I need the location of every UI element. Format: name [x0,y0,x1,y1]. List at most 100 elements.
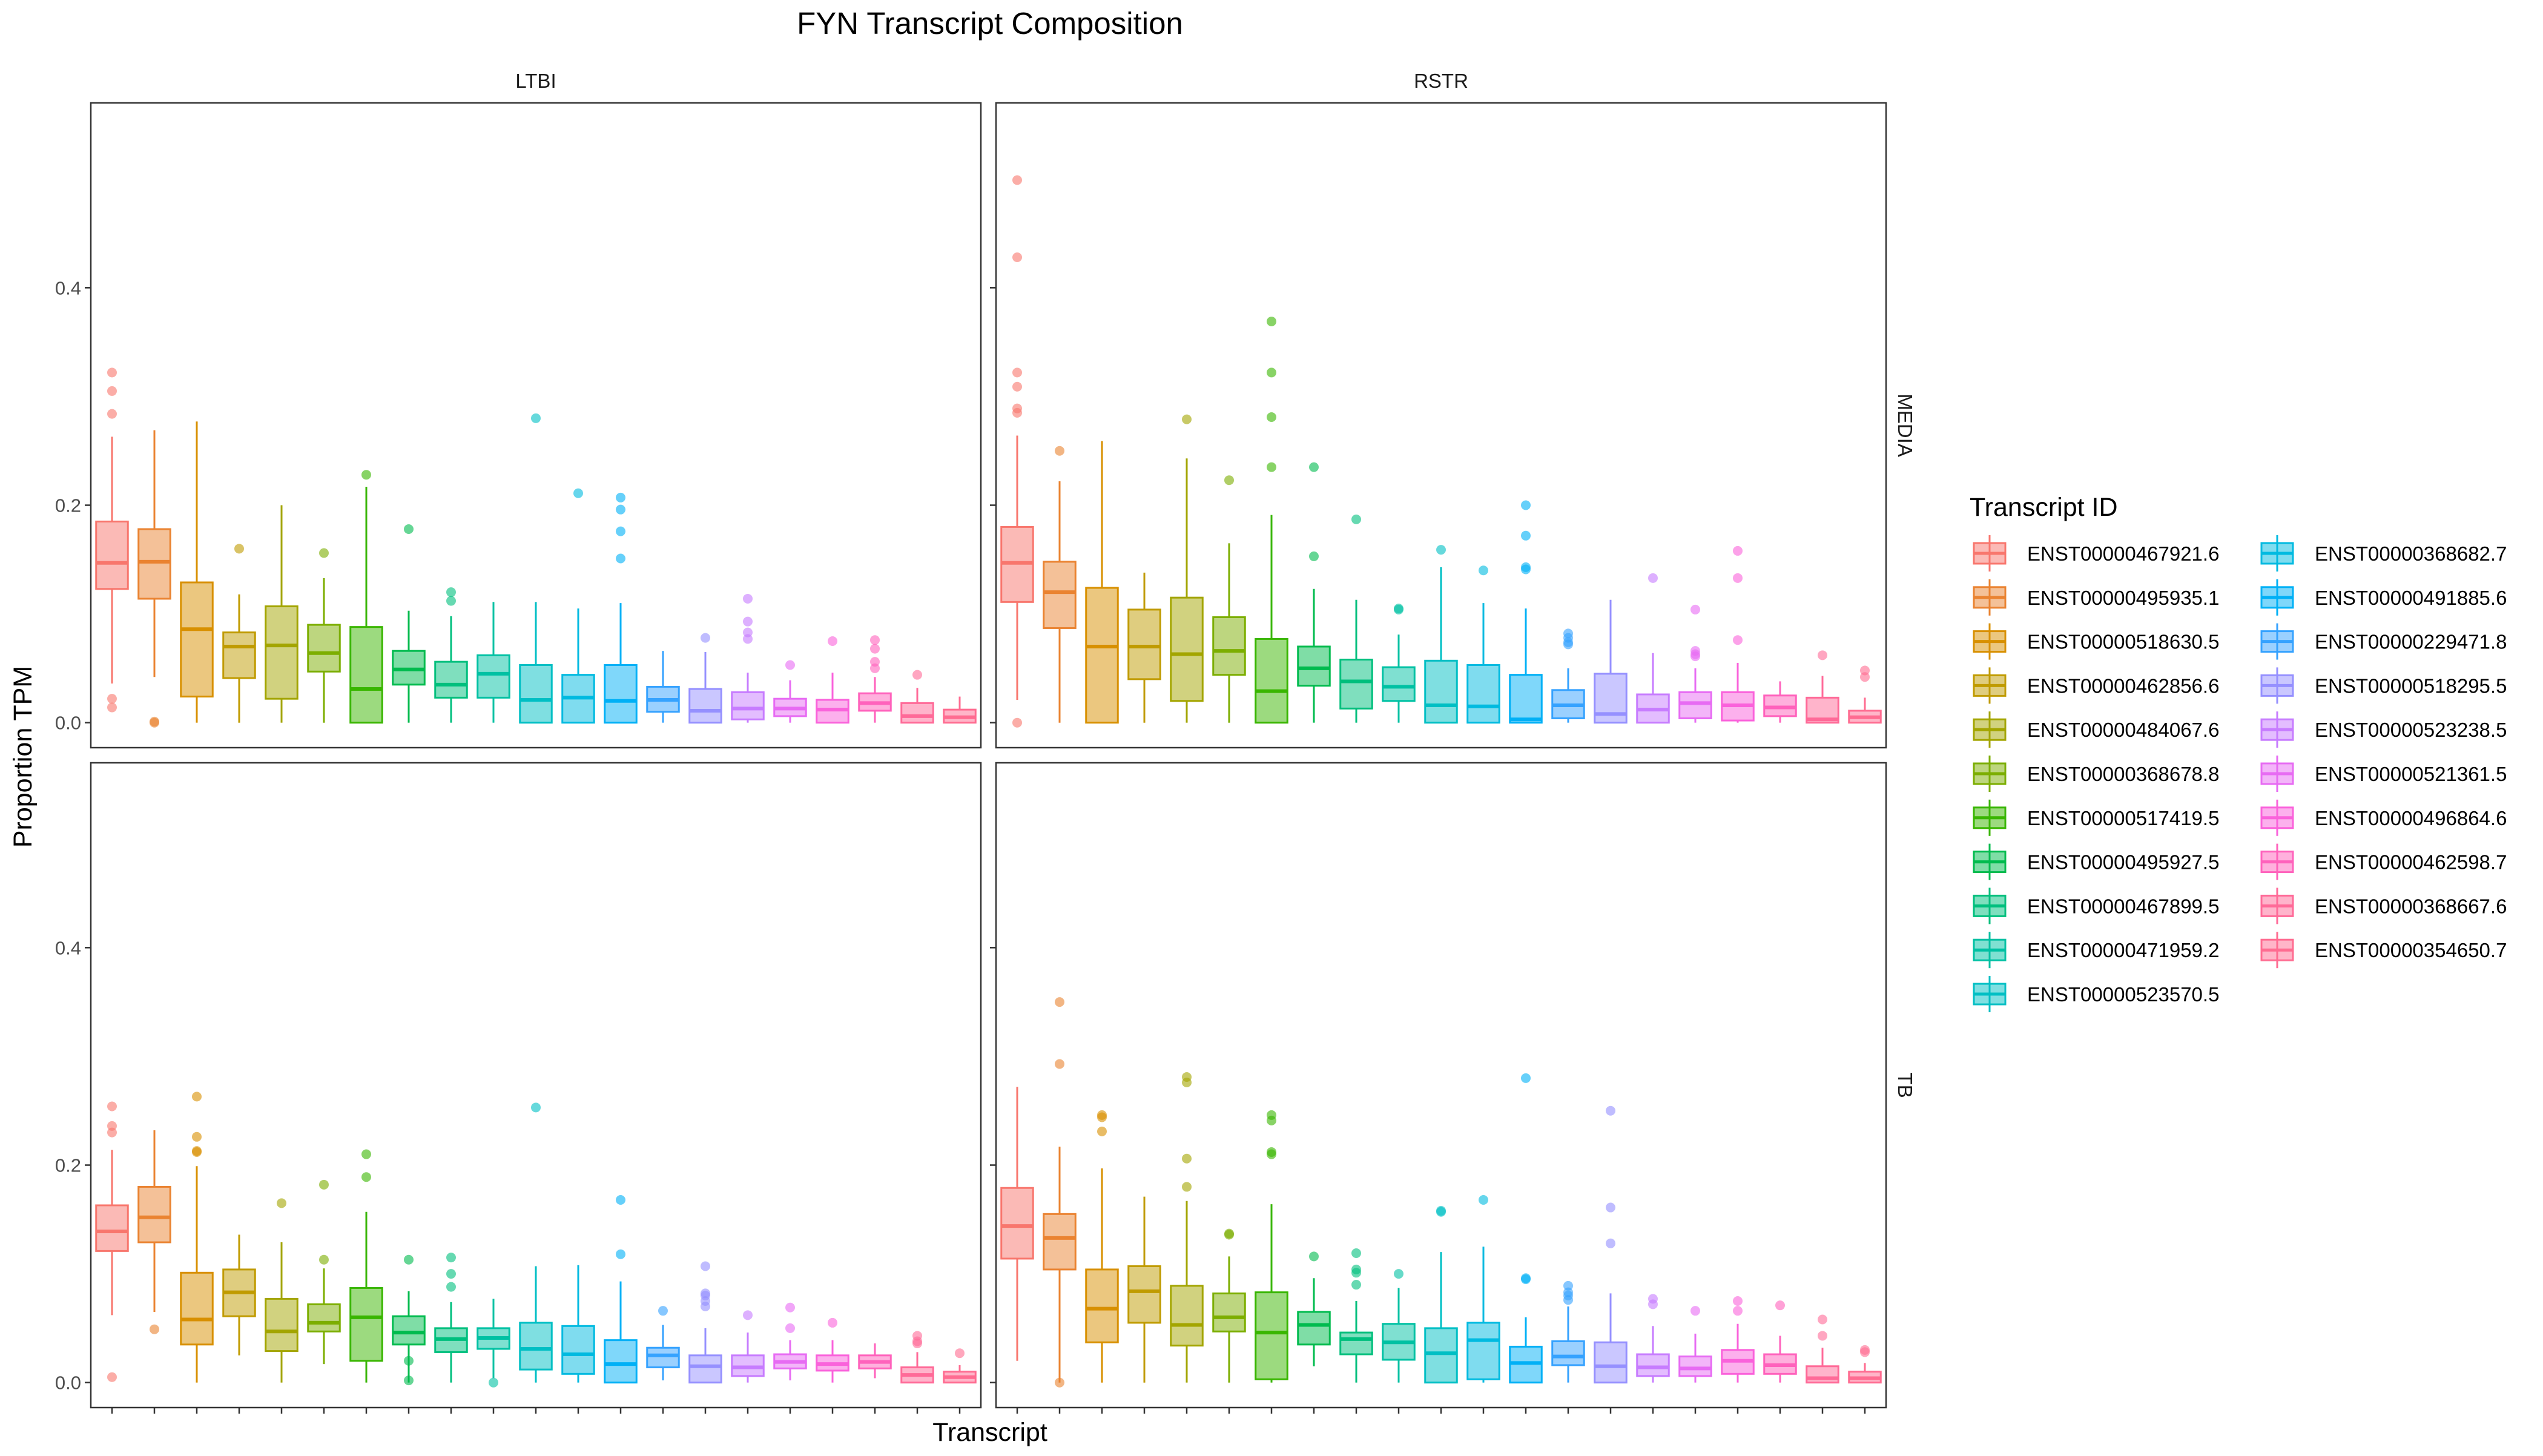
legend-key-ENST00000467899.5 [1973,888,2007,924]
legend-label: ENST00000368682.7 [2315,542,2507,565]
legend-key-ENST00000229471.8 [2260,623,2294,660]
outlier-point [1733,573,1743,583]
box-ENST00000496864.6 [1721,545,1755,723]
outlier-point [785,1323,795,1333]
box-ENST00000368678.8 [307,1179,341,1414]
legend-label: ENST00000523238.5 [2315,719,2507,741]
box-ENST00000471959.2 [1382,604,1416,723]
box-ENST00000484067.6 [265,505,298,723]
legend-label: ENST00000462856.6 [2027,674,2219,697]
box-ENST00000518295.5 [1594,1105,1628,1414]
legend-label: ENST00000518295.5 [2315,674,2507,697]
legend-label: ENST00000491885.6 [2315,587,2507,609]
legend-key-ENST00000354650.7 [2260,932,2294,969]
box-body [95,1204,129,1252]
outlier-point [1055,1377,1064,1388]
outlier-point [1182,1182,1192,1192]
legend-key-ENST00000462856.6 [1973,667,2007,704]
outlier-point [1182,1153,1192,1164]
outlier-point [1563,639,1573,650]
legend-label: ENST00000368667.6 [2315,895,2507,917]
legend-key-ENST00000496864.6 [2260,799,2294,836]
box-ENST00000484067.6 [1170,1072,1204,1414]
box-ENST00000518630.5 [180,1092,214,1414]
box-body [646,1346,680,1369]
outlier-point [404,1254,414,1265]
box-body [1424,1327,1458,1384]
box-ENST00000495927.5 [1297,462,1331,723]
box-ENST00000521361.5 [1678,1306,1712,1414]
outlier-point [446,1282,456,1292]
outlier-point [1436,545,1446,555]
panels-layer: LTBI RSTR MEDIA TB 0.0 0.2 0.4 0.0 0.2 0.4 [55,70,1916,1414]
outlier-point [1521,1073,1531,1083]
box-ENST00000462598.7 [1763,1300,1797,1414]
box-ENST00000467921.6 [95,367,129,713]
outlier-point [870,635,880,645]
box-ENST00000517419.5 [349,1149,383,1414]
facet-label-ltbi: LTBI [515,70,556,92]
box-ENST00000523570.5 [1424,1205,1458,1414]
y-tick-label: 0.4 [55,937,81,958]
outlier-point [107,702,117,713]
box-ENST00000462856.6 [1127,1196,1161,1414]
legend-key-ENST00000518295.5 [2260,667,2294,704]
outlier-point [1394,604,1403,614]
outlier-point [319,548,329,558]
legend-label: ENST00000484067.6 [2027,719,2219,741]
outlier-point [616,526,625,536]
box-ENST00000354650.7 [1848,665,1882,724]
legend-label: ENST00000471959.2 [2027,939,2219,961]
outlier-point [701,1261,710,1271]
outlier-point [319,1254,329,1265]
box-ENST00000467899.5 [1339,514,1373,723]
outlier-point [107,1372,117,1382]
box-body [1127,1265,1161,1324]
box-ENST00000462856.6 [222,1234,256,1414]
box-ENST00000518295.5 [688,633,722,724]
outlier-point [1182,414,1192,424]
box-ENST00000462598.7 [858,1343,892,1414]
box-ENST00000229471.8 [1551,628,1585,723]
outlier-point [1818,650,1827,660]
outlier-point [1012,367,1022,378]
box-ENST00000462856.6 [1127,572,1161,723]
box-ENST00000462856.6 [222,544,256,723]
legend-label: ENST00000496864.6 [2315,807,2507,829]
box-ENST00000495927.5 [1297,1251,1331,1414]
legend-key-ENST00000523570.5 [1973,976,2007,1012]
box-ENST00000368667.6 [1806,1314,1839,1414]
legend-label: ENST00000462598.7 [2315,851,2507,874]
box-ENST00000517419.5 [1255,1110,1288,1414]
box-ENST00000462598.7 [858,635,892,723]
outlier-point [1479,1194,1488,1205]
outlier-point [743,616,753,627]
outlier-point [277,1198,286,1208]
y-axis-label: Proportion TPM [8,666,38,848]
outlier-point [1097,1112,1107,1122]
box-body [1212,1292,1246,1332]
outlier-point [1224,475,1234,486]
legend-title: Transcript ID [1970,493,2118,522]
outlier-point [192,1132,202,1142]
box-ENST00000368682.7 [1466,565,1500,724]
outlier-point [743,593,753,604]
box-ENST00000518295.5 [688,1261,722,1414]
outlier-point [107,367,117,378]
box-body [1170,596,1204,702]
facet-label-media: MEDIA [1894,394,1916,457]
box-ENST00000354650.7 [1848,1345,1882,1414]
box-body [688,1354,722,1384]
box-body [477,654,510,699]
outlier-point [150,716,159,726]
box-ENST00000491885.6 [1509,500,1543,724]
outlier-point [1055,446,1064,456]
outlier-point [1606,1105,1615,1116]
outlier-point [192,1092,202,1102]
outlier-point [319,1179,329,1190]
outlier-point [912,1339,922,1349]
facet-label-tb: TB [1894,1072,1916,1098]
box-ENST00000495935.1 [1043,446,1077,723]
outlier-point [446,587,456,598]
